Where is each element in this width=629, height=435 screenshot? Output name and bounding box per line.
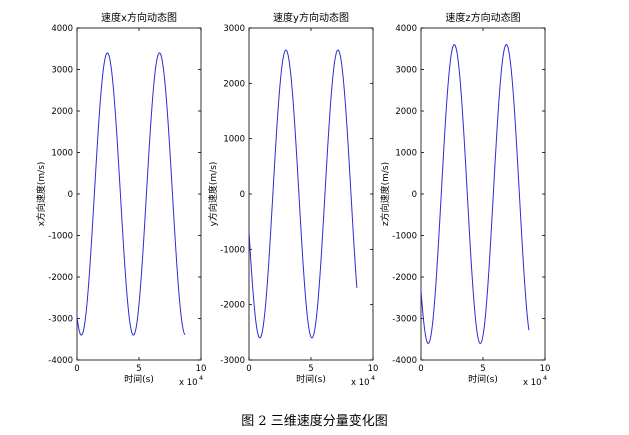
x-tick-label: 0 [74,364,79,374]
x-axis-label: 时间(s) [124,373,154,385]
y-axis-label: y方向速度(m/s) [207,162,219,227]
x-tick-label: 0 [418,364,423,374]
x-tick-label: 0 [246,364,251,374]
y-tick-label: -3000 [220,356,245,366]
x-tick-label: 5 [136,364,141,374]
x-tick-label: 5 [308,364,313,374]
x-exponent-label: x 10 [179,378,198,388]
y-tick-label: 0 [68,190,73,200]
y-tick-label: 0 [412,190,417,200]
y-tick-label: 4000 [395,24,417,34]
series-line-0 [76,52,186,336]
axes-frame [248,27,374,361]
y-tick-label: 2000 [223,79,245,89]
y-tick-label: 4000 [51,24,73,34]
y-tick-label: -2000 [48,273,73,283]
chart-title: 速度x方向动态图 [101,11,177,24]
y-tick-label: 3000 [51,66,73,76]
y-tick-label: 3000 [395,66,417,76]
chart-panel-2: 速度z方向动态图 4000 3000 2000 1000 0 -1000 -2000 -3000… [379,11,550,388]
y-tick-label: 2000 [51,107,73,117]
x-tick-label: 10 [196,364,207,374]
x-exponent-power: 4 [371,374,375,382]
x-exponent-label: x 10 [523,378,542,388]
axes-frame [76,27,202,361]
x-tick-label: 10 [540,364,551,374]
chart-title: 速度z方向动态图 [445,11,520,24]
y-tick-label: -3000 [48,315,73,325]
y-tick-label: 2000 [395,107,417,117]
y-tick-label: -1000 [48,232,73,242]
y-tick-label: 1000 [223,135,245,145]
y-tick-label: 0 [240,190,245,200]
y-tick-label: -4000 [48,356,73,366]
y-tick-label: 1000 [395,149,417,159]
figure-caption: 图 2 三维速度分量变化图 [241,414,388,429]
figure: 速度x方向动态图40003000200010000-1000-2000-3000… [35,11,550,388]
x-axis-label: 时间(s) [468,373,498,385]
series-line-0 [248,49,358,339]
x-exponent-power: 4 [199,374,203,382]
chart-panel-0: 速度x方向动态图 4000 3000 2000 1000 0 -1000 -2000 -3000… [35,11,206,388]
y-tick-label: 3000 [223,24,245,34]
y-axis-label: z方向速度(m/s) [379,162,391,226]
series-line-0 [420,44,530,344]
chart-title: 速度y方向动态图 [273,11,349,24]
x-tick-label: 10 [368,364,379,374]
x-exponent-label: x 10 [351,378,370,388]
y-axis-label: x方向速度(m/s) [35,162,47,227]
y-tick-label: -2000 [392,273,417,283]
y-tick-label: -2000 [220,301,245,311]
y-tick-label: -1000 [220,245,245,255]
y-tick-label: -3000 [392,315,417,325]
x-exponent-power: 4 [543,374,547,382]
y-tick-label: -4000 [392,356,417,366]
y-tick-label: 1000 [51,149,73,159]
y-tick-label: -1000 [392,232,417,242]
x-tick-label: 5 [480,364,485,374]
x-axis-label: 时间(s) [296,373,326,385]
